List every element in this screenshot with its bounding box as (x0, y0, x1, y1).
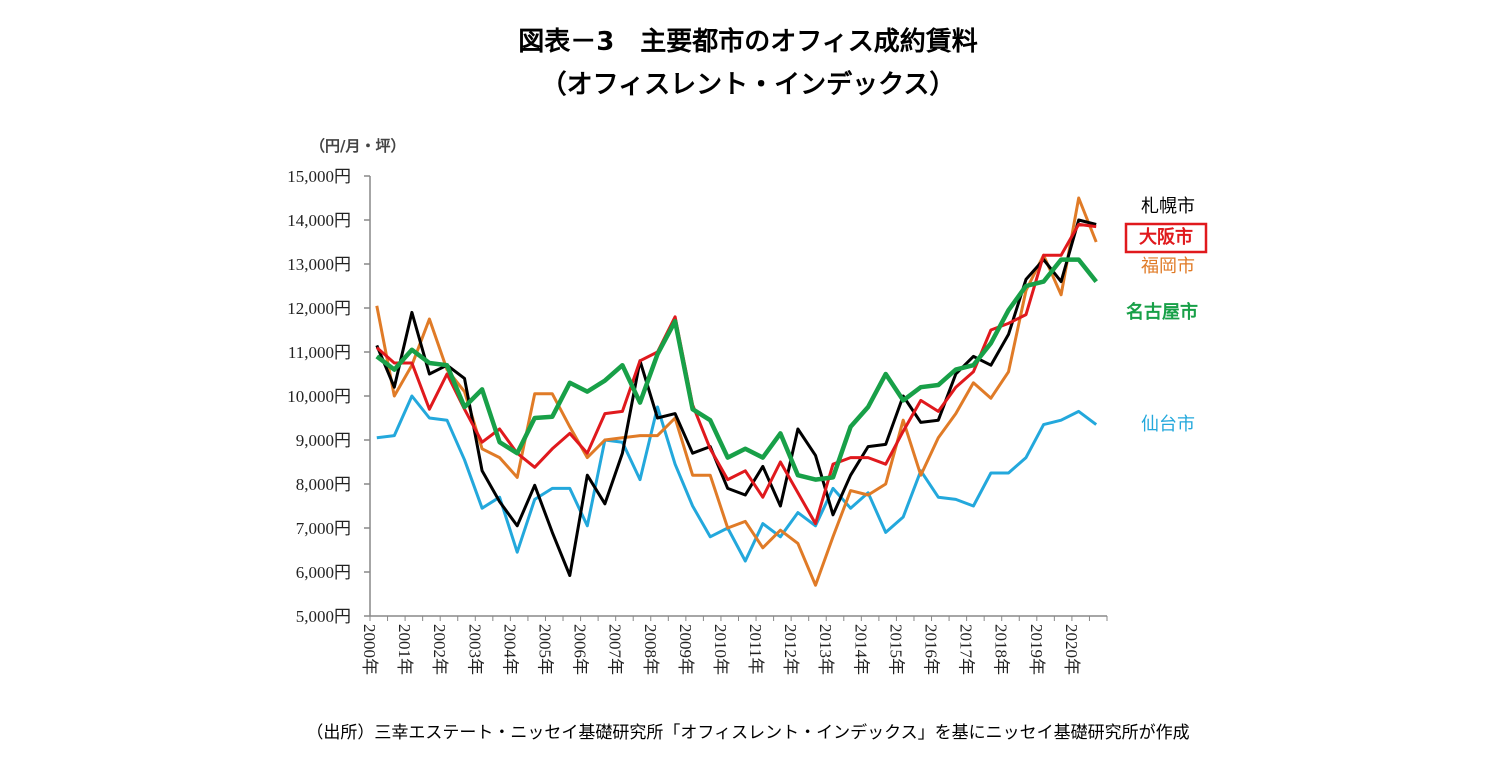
x-tick-label: 2019年 (1027, 624, 1046, 675)
x-tick-label: 2015年 (886, 624, 905, 675)
x-tick-label: 2011年 (746, 624, 765, 674)
x-tick-label: 2005年 (535, 624, 554, 675)
x-tick-label: 2018年 (992, 624, 1011, 675)
x-tick-label: 2010年 (711, 624, 730, 675)
y-tick-label: 6,000円 (296, 563, 351, 582)
x-tick-label: 2012年 (781, 624, 800, 675)
x-tick-label: 2017年 (957, 624, 976, 675)
x-tick-label: 2016年 (922, 624, 941, 675)
x-tick-label: 2007年 (606, 624, 625, 675)
series-line-4 (376, 394, 1098, 563)
series-label: 札幌市 (1141, 196, 1195, 217)
chart-subtitle: （オフィスレント・インデックス） (541, 69, 956, 100)
series-label: 仙台市 (1141, 414, 1195, 435)
y-tick-label: 12,000円 (287, 299, 351, 318)
y-axis-unit: （円/月・坪） (310, 137, 405, 155)
x-tick-label: 2000年 (360, 624, 379, 675)
y-tick-label: 9,000円 (296, 431, 351, 450)
series-label: 大阪市 (1139, 226, 1193, 248)
y-tick-label: 5,000円 (296, 607, 351, 626)
series-line-2 (375, 196, 1098, 587)
series-label: 福岡市 (1141, 256, 1195, 277)
x-tick-label: 2020年 (1062, 624, 1081, 675)
x-tick-label: 2001年 (395, 624, 414, 675)
y-tick-label: 15,000円 (287, 167, 351, 186)
x-tick-label: 2002年 (430, 624, 449, 675)
chart-title: 図表－3 主要都市のオフィス成約賃料 (518, 26, 978, 57)
y-tick-label: 11,000円 (288, 343, 351, 362)
x-tick-label: 2009年 (676, 624, 695, 675)
series-line-3 (375, 257, 1098, 482)
x-tick-label: 2004年 (500, 624, 519, 675)
x-tick-label: 2006年 (571, 624, 590, 675)
y-tick-label: 8,000円 (296, 475, 351, 494)
y-tick-label: 14,000円 (287, 211, 351, 230)
series-label: 名古屋市 (1126, 301, 1198, 323)
x-tick-label: 2008年 (641, 624, 660, 675)
y-tick-label: 7,000円 (296, 519, 351, 538)
x-tick-label: 2003年 (465, 624, 484, 675)
x-tick-label: 2013年 (816, 624, 835, 675)
source-note: （出所）三幸エステート・ニッセイ基礎研究所「オフィスレント・インデックス」を基に… (306, 722, 1189, 743)
y-tick-label: 13,000円 (287, 255, 351, 274)
x-tick-label: 2014年 (851, 624, 870, 675)
y-tick-label: 10,000円 (287, 387, 351, 406)
series-label-box (1124, 222, 1208, 254)
series-line-0 (375, 218, 1097, 577)
